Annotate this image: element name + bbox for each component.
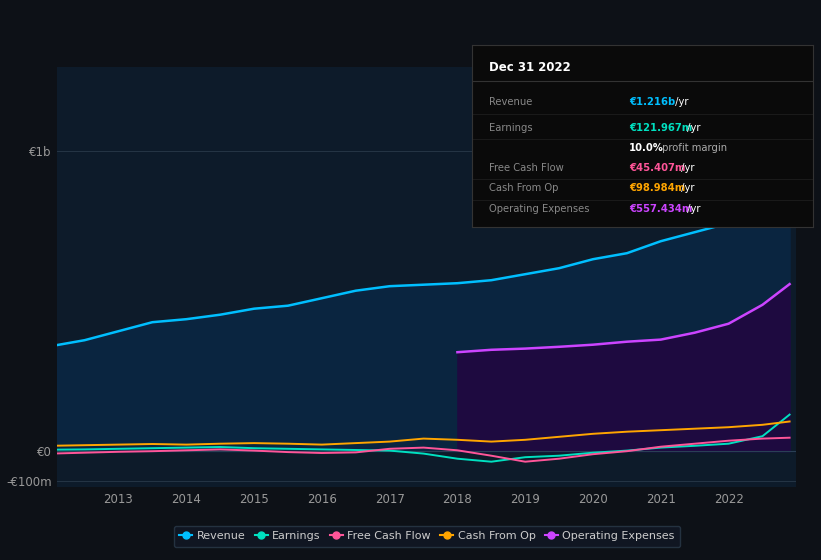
Text: €45.407m: €45.407m xyxy=(629,162,686,172)
Text: €121.967m: €121.967m xyxy=(629,123,692,133)
Text: €1.216b: €1.216b xyxy=(629,97,675,107)
Text: Earnings: Earnings xyxy=(489,123,533,133)
Text: /yr: /yr xyxy=(678,162,695,172)
Text: Revenue: Revenue xyxy=(489,97,533,107)
Text: /yr: /yr xyxy=(678,183,695,193)
Text: Dec 31 2022: Dec 31 2022 xyxy=(489,61,571,74)
Text: /yr: /yr xyxy=(684,204,700,213)
Text: /yr: /yr xyxy=(684,123,700,133)
Legend: Revenue, Earnings, Free Cash Flow, Cash From Op, Operating Expenses: Revenue, Earnings, Free Cash Flow, Cash … xyxy=(173,526,681,547)
Text: Free Cash Flow: Free Cash Flow xyxy=(489,162,564,172)
Text: 10.0%: 10.0% xyxy=(629,143,663,153)
Text: €98.984m: €98.984m xyxy=(629,183,685,193)
Text: Operating Expenses: Operating Expenses xyxy=(489,204,589,213)
Text: Cash From Op: Cash From Op xyxy=(489,183,558,193)
Text: €557.434m: €557.434m xyxy=(629,204,692,213)
Text: profit margin: profit margin xyxy=(659,143,727,153)
Text: /yr: /yr xyxy=(672,97,688,107)
